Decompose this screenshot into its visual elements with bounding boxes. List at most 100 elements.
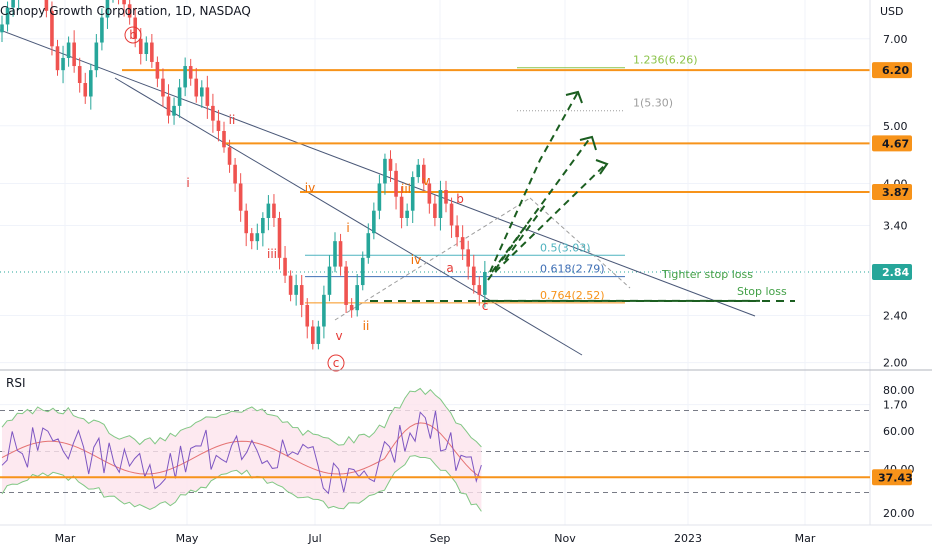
candle-body: [377, 183, 382, 211]
rsi-tick-label: 60.00: [883, 425, 915, 438]
candle-body: [11, 0, 15, 8]
price-tick-label: 3.40: [883, 219, 908, 232]
candle-body: [177, 87, 182, 106]
fib-levels: 1.618(8.20)1.236(6.26)1(5.30)0.5(3.03)0.…: [305, 54, 698, 304]
candle-body: [272, 203, 276, 218]
time-tick-label: Jul: [307, 532, 321, 545]
candle-body: [127, 4, 132, 18]
lower-trendline: [114, 77, 583, 356]
currency-label: USD: [880, 5, 904, 18]
rsi-current-label: 37.43: [878, 471, 913, 484]
candle-body: [244, 210, 248, 234]
channel-dashed: [334, 197, 531, 321]
fib-label: 0.5(3.03): [540, 241, 591, 254]
projection-arrows: [487, 90, 609, 281]
wave-label: ii: [229, 113, 236, 127]
wave-label: iv: [411, 253, 421, 267]
price-tag-box: [872, 135, 912, 152]
candle-body: [133, 17, 137, 39]
candle-body: [222, 131, 226, 148]
stop-lines: Tighter stop loss Stop loss: [370, 268, 795, 302]
time-axis[interactable]: Mar May Jul Sep Nov 2023 Mar: [55, 532, 816, 545]
candle-body: [61, 57, 65, 71]
candle-body: [55, 46, 60, 71]
candle-body: [360, 257, 365, 286]
price-tick-label: 2.00: [883, 357, 908, 370]
wave-label: iv: [305, 181, 315, 195]
candle-body: [50, 10, 54, 47]
candle-body: [144, 42, 149, 55]
candle-body: [83, 82, 88, 97]
candle-body: [444, 190, 448, 204]
candle-body: [188, 66, 193, 79]
wave-label: v: [335, 329, 342, 343]
candle-body: [383, 158, 387, 184]
rsi-title: RSI: [6, 376, 26, 390]
wave-label: ii: [363, 319, 370, 333]
fib-label: 1(5.30): [633, 97, 673, 110]
candle-body: [433, 203, 437, 218]
candle-body: [216, 120, 221, 132]
wave-label: i: [346, 221, 349, 235]
candle-body: [483, 272, 487, 295]
rsi-line: [1, 410, 482, 495]
price-tag: 4.67: [872, 135, 912, 152]
candle-body: [249, 233, 254, 242]
candle-body: [233, 164, 237, 184]
wave-label: i: [186, 176, 189, 190]
projection-path: [494, 164, 606, 273]
candle-body: [344, 266, 348, 305]
upper-trendline: [0, 29, 756, 317]
candle-body: [422, 164, 426, 184]
candle-body: [166, 96, 171, 116]
fib-label: 1.236(6.26): [633, 54, 698, 67]
candle-body: [388, 158, 393, 171]
price-tag-box: [872, 184, 912, 201]
candle-body: [94, 42, 99, 71]
rsi-lower-band: [1, 455, 482, 512]
candle-body: [255, 233, 260, 242]
candle-body: [338, 241, 343, 267]
candle-body: [0, 24, 4, 33]
arrow-head: [595, 159, 609, 175]
candle-body: [355, 285, 359, 311]
candle-body: [194, 78, 199, 97]
trendlines: [0, 29, 756, 356]
chart-title: Canopy Growth Corporation, 1D, NASDAQ: [0, 4, 251, 18]
candle-body: [211, 105, 215, 121]
candle-body: [100, 17, 104, 43]
channel-dashed: [529, 197, 631, 289]
candle-body: [405, 210, 409, 218]
candle-body: [155, 61, 160, 79]
price-tag-label: 3.87: [882, 186, 909, 199]
price-tag: 2.84: [872, 264, 912, 280]
candle-body: [44, 0, 49, 11]
candle-body: [327, 266, 332, 295]
price-tag-label: 6.20: [882, 64, 909, 77]
candle-body: [205, 87, 210, 106]
fib-label: 0.618(2.79): [540, 263, 605, 276]
wave-label: b: [129, 28, 137, 42]
candle-body: [89, 70, 93, 97]
fib-label: 0.764(2.52): [540, 289, 605, 302]
candle-body: [238, 183, 243, 211]
candle-body: [227, 147, 232, 165]
rsi-tick-label: 20.00: [883, 507, 915, 520]
candle-body: [277, 217, 282, 258]
time-tick-label: Nov: [554, 532, 576, 545]
candle-body: [172, 105, 176, 116]
candle-body: [366, 233, 371, 258]
candle-body: [427, 183, 432, 204]
candle-body: [299, 285, 304, 305]
tighter-stop-label: Tighter stop loss: [661, 268, 753, 281]
candle-body: [72, 42, 76, 67]
wave-circle: [327, 354, 345, 372]
price-axis[interactable]: 11.009.007.005.004.003.402.402.001.706.2…: [872, 0, 915, 412]
candle-body: [477, 285, 482, 295]
stop-loss-label: Stop loss: [737, 285, 787, 298]
candle-body: [161, 78, 165, 97]
candle-body: [122, 0, 126, 5]
